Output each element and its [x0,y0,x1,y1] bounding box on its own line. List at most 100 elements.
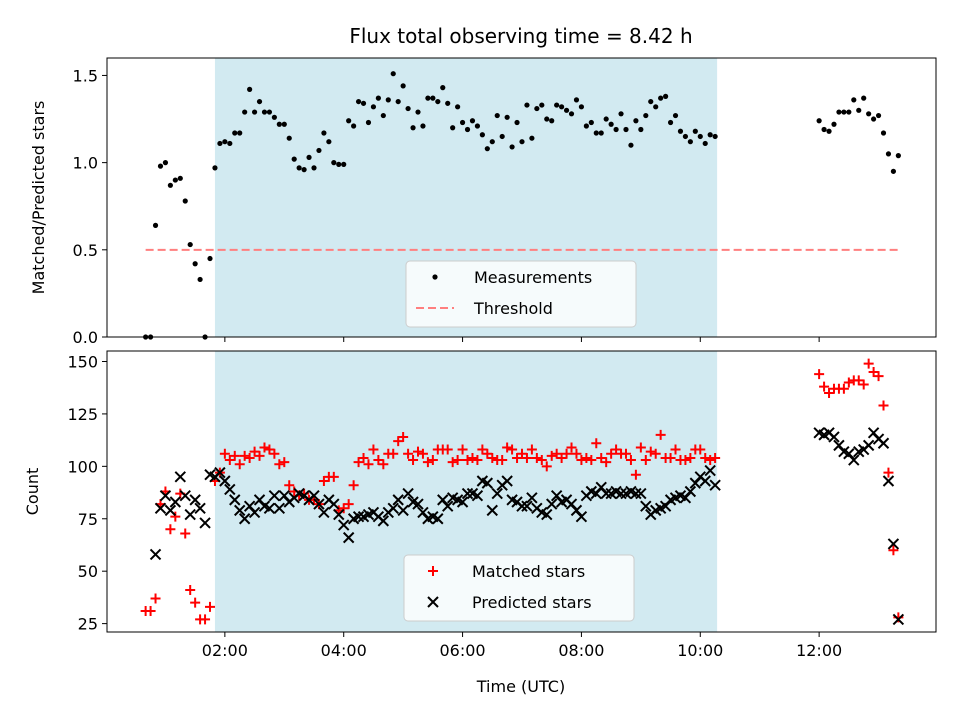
measurement-point [880,130,887,136]
matched-star-point [145,606,156,617]
predicted-star-point [709,479,721,491]
measurement-point [212,165,218,171]
matched-star-point [274,459,285,470]
measurement-point [301,167,307,173]
measurement-point [425,95,431,101]
measurement-point [331,160,337,166]
legend-matched-marker [428,566,438,576]
y-tick-label: 25 [78,615,98,634]
measurement-point [182,198,188,204]
matched-star-point [403,448,414,459]
measurement-point [672,112,679,119]
measurement-point [474,123,481,129]
predicted-star-point [892,613,905,626]
matched-star-point [180,528,191,539]
measurement-point [618,111,624,117]
measurement-point [464,126,471,133]
matched-star-point [412,446,423,457]
measurement-point [613,126,619,133]
measurement-point [410,125,416,131]
predicted-star-point [397,504,409,517]
measurement-point [281,121,287,127]
measurement-point [385,97,391,103]
x-tick-label: 06:00 [440,641,486,660]
y-axis-title: Matched/Predicted stars [29,101,48,295]
measurement-point [831,121,837,127]
matched-star-point [417,448,428,459]
measurement-point [187,241,193,248]
matched-star-point [205,601,216,612]
measurement-point [266,109,273,115]
predicted-star-point [541,508,553,521]
predicted-star-point [575,510,588,523]
ratio-panel: 0.0 0.5 1.0 1.5 Matched/Predicted stars Measu… [29,57,937,347]
matched-star-point [635,442,646,453]
measurement-point [445,100,451,106]
matched-star-point [150,593,161,604]
predicted-star-point [199,517,211,529]
y-tick-label: 150 [67,352,98,371]
predicted-star-point [887,538,900,550]
measurement-point [658,95,664,101]
matched-star-point [536,455,547,466]
plot-frame [106,57,937,338]
matched-star-point [279,457,290,468]
matched-star-point [650,448,661,459]
measurement-point [692,128,698,134]
predicted-star-point [546,498,558,510]
matched-star-point [422,457,433,468]
measurement-point [237,130,243,136]
matched-star-point [190,597,201,608]
matched-star-point [185,585,196,596]
matched-star-point [328,471,339,482]
matched-star-point [878,400,889,411]
matched-star-point [541,461,552,472]
predicted-star-point [828,431,840,443]
y-tick-label: 50 [78,562,98,581]
measurement-point [866,111,872,117]
predicted-star-point [461,487,474,500]
predicted-star-point [328,498,340,510]
legend-box [405,260,637,328]
measurement-point [524,102,530,108]
matched-star-point [378,459,389,470]
predicted-star-point [174,471,187,483]
matched-star-point [700,452,711,463]
measurement-point [380,112,386,119]
measurement-point [395,98,401,105]
predicted-star-point [229,494,241,506]
measurement-point [375,95,381,101]
measurement-point [846,109,852,115]
y-tick-label: 1.0 [73,154,98,173]
measurement-point [593,130,599,136]
measurement-point [697,133,703,140]
measurement-point [242,109,248,115]
matched-star-point [705,455,716,466]
matched-star-point [645,446,656,457]
predicted-star-point [640,500,652,512]
measurement-point [554,102,560,108]
matched-star-point [427,455,438,466]
measurement-point [598,130,604,136]
measurement-point [306,154,312,160]
predicted-star-point [501,475,513,487]
predicted-star-point [456,496,469,508]
matched-star-point [259,442,270,453]
x-tick-label: 04:00 [321,641,367,660]
matched-star-point [620,448,631,459]
chart-title: Flux total observing time = 8.42 h [349,24,692,48]
matched-star-point [625,455,636,466]
matched-star-point [685,452,696,463]
matched-star-point [284,480,295,491]
measurement-point [653,104,659,110]
matched-star-point [487,452,498,463]
predicted-star-point [268,489,281,502]
matched-star-point [710,452,721,463]
measurement-point [861,95,867,101]
matched-star-point [680,455,691,466]
measurement-point [583,123,589,129]
matched-star-point [843,377,854,388]
measurement-point [459,119,466,126]
measurement-point [875,112,882,119]
measurement-point [509,144,515,150]
